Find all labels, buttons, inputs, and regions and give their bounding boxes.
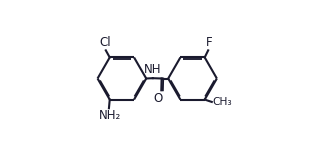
- Text: CH₃: CH₃: [213, 97, 232, 107]
- Text: F: F: [206, 36, 212, 49]
- Text: O: O: [154, 92, 163, 105]
- Text: NH: NH: [144, 63, 161, 76]
- Text: NH₂: NH₂: [99, 109, 121, 122]
- Text: Cl: Cl: [99, 36, 111, 49]
